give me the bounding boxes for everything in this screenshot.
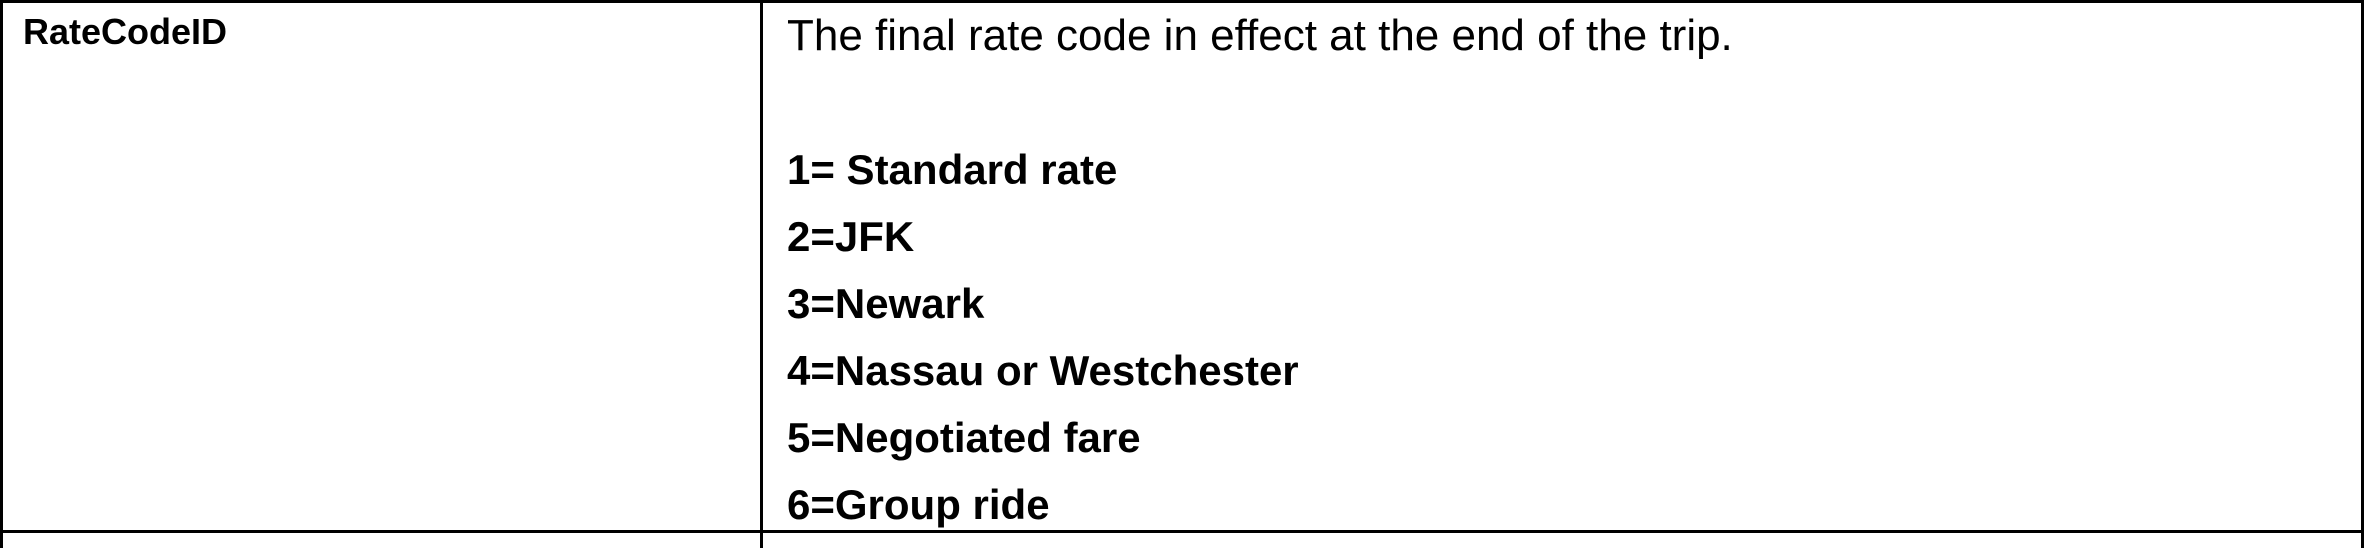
table-border-top [0,0,2364,3]
field-description: The final rate code in effect at the end… [787,11,1733,60]
table-border-right [2361,0,2364,548]
rate-code-item: 4=Nassau or Westchester [787,347,1299,394]
rate-code-item: 5=Negotiated fare [787,414,1141,461]
column-divider [760,0,763,548]
row-divider [0,530,2364,533]
table-border-left [0,0,3,548]
rate-code-item: 3=Newark [787,280,985,327]
field-name-cell: RateCodeID [23,11,228,52]
rate-code-list: 1= Standard rate 2=JFK 3=Newark 4=Nassau… [787,140,1299,542]
rate-code-item: 2=JFK [787,213,915,260]
rate-code-item: 6=Group ride [787,481,1050,528]
rate-code-item: 1= Standard rate [787,146,1118,193]
